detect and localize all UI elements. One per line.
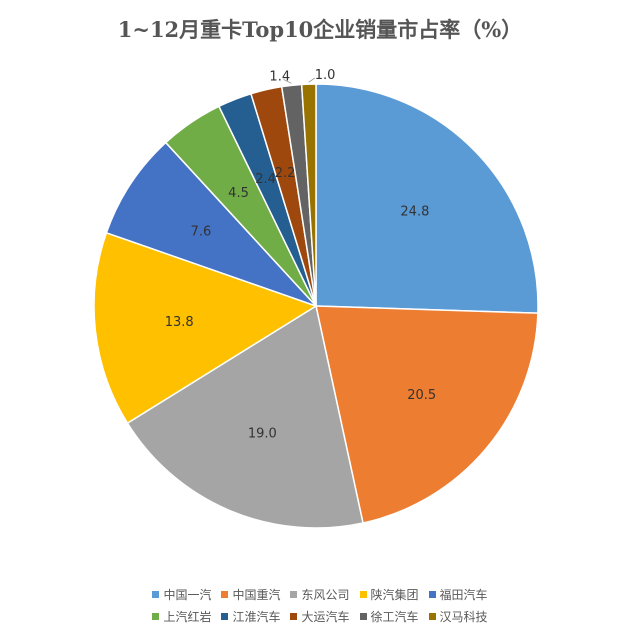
leader-line bbox=[308, 77, 315, 83]
legend-swatch bbox=[152, 612, 160, 620]
legend-item: 大运汽车 bbox=[290, 608, 350, 625]
legend-item: 汉马科技 bbox=[428, 608, 488, 625]
pie-slice bbox=[105, 141, 317, 307]
legend-swatch bbox=[290, 612, 298, 620]
legend-swatch bbox=[221, 612, 229, 620]
legend-item: 徐工汽车 bbox=[359, 608, 419, 625]
legend-item: 江淮汽车 bbox=[221, 608, 280, 625]
legend-label: 上汽红岩 bbox=[163, 609, 212, 624]
legend-swatch bbox=[359, 590, 367, 598]
legend-swatch bbox=[428, 590, 436, 598]
pie-chart: 24.8 20.5 19.0 13.8 7.6 4.5 2.42.2 1.4 1.0 bbox=[93, 68, 539, 529]
data-label: 19.0 bbox=[248, 427, 277, 442]
pie-slice bbox=[315, 83, 539, 314]
pie-slice bbox=[93, 231, 318, 425]
data-label: 1.4 bbox=[269, 69, 290, 84]
legend-swatch bbox=[290, 590, 298, 598]
legend-swatch bbox=[428, 612, 436, 620]
data-label: 2.2 bbox=[275, 166, 296, 181]
legend-label: 东风公司 bbox=[301, 587, 350, 602]
legend-item: 中国重汽 bbox=[221, 586, 280, 603]
legend-row: 中国一汽 中国重汽 东风公司 陕汽集团 福田汽车 bbox=[0, 583, 640, 605]
legend-swatch bbox=[152, 590, 160, 598]
legend-item: 福田汽车 bbox=[428, 586, 488, 603]
pie-slice bbox=[126, 304, 364, 529]
legend-swatch bbox=[221, 590, 229, 598]
pie-slice bbox=[300, 83, 317, 307]
pie-slice bbox=[315, 305, 539, 524]
legend-row: 上汽红岩 江淮汽车 大运汽车 徐工汽车 汉马科技 bbox=[0, 605, 640, 627]
legend-label: 福田汽车 bbox=[439, 587, 488, 602]
legend-label: 江淮汽车 bbox=[232, 609, 281, 624]
data-label: 2.4 bbox=[255, 172, 276, 187]
chart-legend: 中国一汽 中国重汽 东风公司 陕汽集团 福田汽车 上汽红岩 江淮汽车 大运汽车 徐工汽车 汉马科… bbox=[0, 583, 640, 627]
legend-swatch bbox=[359, 612, 367, 620]
legend-label: 徐工汽车 bbox=[370, 609, 419, 624]
legend-item: 陕汽集团 bbox=[359, 586, 419, 603]
legend-item: 东风公司 bbox=[290, 586, 350, 603]
data-label: 7.6 bbox=[191, 224, 212, 239]
data-label: 13.8 bbox=[165, 315, 194, 330]
legend-item: 上汽红岩 bbox=[152, 608, 211, 625]
data-label: 20.5 bbox=[407, 388, 436, 403]
data-label: 24.8 bbox=[400, 204, 429, 219]
legend-label: 中国一汽 bbox=[163, 587, 212, 602]
legend-label: 大运汽车 bbox=[301, 609, 350, 624]
leader-line bbox=[283, 78, 292, 84]
legend-label: 陕汽集团 bbox=[370, 587, 419, 602]
data-label: 1.0 bbox=[315, 68, 336, 83]
chart-title: 1~12月重卡Top10企业销量市占率（%） bbox=[117, 17, 523, 42]
legend-label: 汉马科技 bbox=[439, 609, 488, 624]
legend-label: 中国重汽 bbox=[232, 587, 281, 602]
legend-item: 中国一汽 bbox=[152, 586, 211, 603]
data-label: 4.5 bbox=[228, 186, 249, 201]
